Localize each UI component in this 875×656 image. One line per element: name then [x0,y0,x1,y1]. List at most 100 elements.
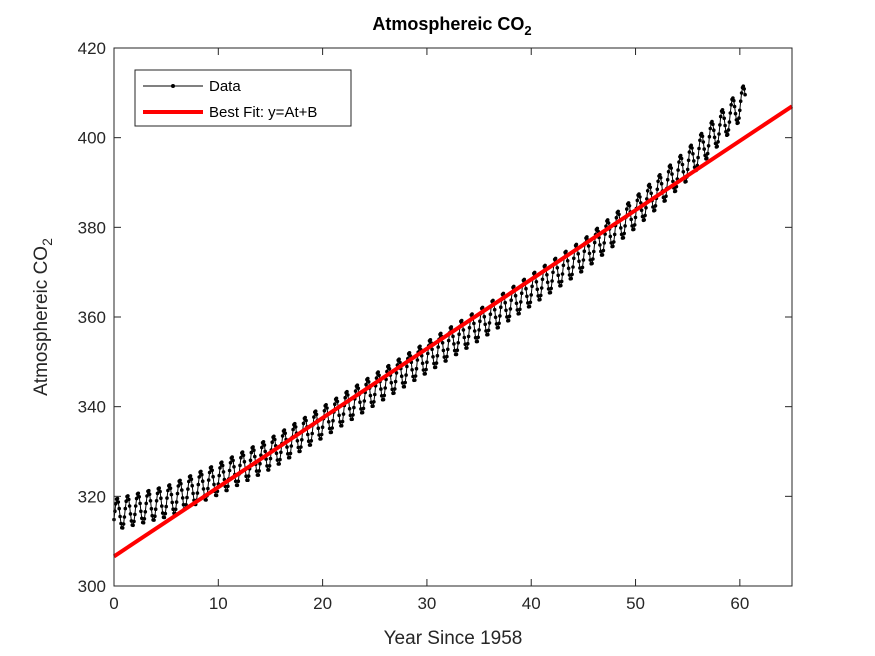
data-point [586,244,591,248]
data-point [728,111,733,115]
data-point [211,474,215,479]
data-point [325,406,329,410]
data-point [555,266,560,270]
data-point [543,263,547,268]
data-point [576,252,580,256]
data-point [287,455,292,460]
data-point [467,325,472,330]
data-point [498,314,502,318]
data-point [148,499,153,503]
data-point [633,215,638,220]
chart-title-subscript: 2 [524,23,531,38]
data-point [724,129,728,134]
data-point [221,470,226,474]
data-point [664,194,668,198]
data-point [482,314,487,319]
data-point [253,454,257,459]
data-point [246,474,251,478]
data-point [514,301,519,306]
data-point [712,128,716,132]
data-point [642,218,646,222]
data-point [331,418,335,423]
data-point [273,437,277,442]
data-point [524,286,528,291]
data-point [621,236,626,240]
data-point [652,208,657,213]
data-point [595,226,600,231]
data-point [656,179,660,184]
data-point [428,338,433,342]
data-point [519,300,523,304]
data-point [210,468,214,473]
data-point [392,391,396,395]
data-point [127,497,131,502]
data-point [267,464,272,468]
data-point [174,500,179,504]
data-point [525,294,529,299]
data-point [389,380,394,385]
data-point [373,392,377,397]
data-point [256,473,261,477]
data-point [383,386,388,390]
data-point [545,273,549,277]
data-point [282,428,287,432]
data-point [619,226,623,230]
data-point [206,486,210,491]
data-point [232,465,236,469]
data-point [539,286,544,290]
data-point [732,104,737,109]
data-point [441,348,446,353]
data-point [382,393,387,398]
y-tick-label: 320 [78,487,106,506]
data-point [127,504,132,508]
data-point [506,318,511,323]
data-point [187,479,191,484]
data-point [564,249,568,254]
data-point [366,376,370,381]
data-point [513,293,518,298]
y-axis: 300 320 340 360 380 400 420 [78,39,792,596]
data-point [372,400,376,404]
y-tick-label: 340 [78,398,106,417]
data-point [200,472,204,477]
data-point [534,280,539,284]
data-point [602,241,606,245]
data-point [716,140,720,144]
data-point [677,160,681,164]
data-point [403,380,408,385]
data-point [483,322,488,327]
data-point [178,478,182,483]
y-tick-label: 380 [78,218,106,237]
data-point [124,499,128,504]
data-point [228,461,233,465]
data-point [440,341,445,345]
data-point [556,273,560,278]
data-point [632,227,636,232]
data-point [218,466,222,470]
y-tick-label: 360 [78,308,106,327]
data-point [404,373,408,377]
data-point [705,156,709,160]
data-point [181,502,186,507]
data-point [157,486,161,490]
data-point [166,488,170,493]
data-point [364,382,368,387]
data-point [705,151,710,156]
data-point [430,347,434,352]
data-point [425,360,429,365]
data-point [703,153,707,158]
data-point [361,406,366,411]
data-point [684,179,688,184]
data-point [139,509,143,514]
data-point [128,512,133,516]
data-point [134,496,139,501]
x-tick-label: 40 [522,594,541,613]
data-point [689,143,693,148]
data-point [424,367,428,372]
data-point [204,498,208,502]
data-point [681,170,686,174]
data-point [649,191,653,196]
data-point [691,152,695,156]
data-point [414,366,419,371]
